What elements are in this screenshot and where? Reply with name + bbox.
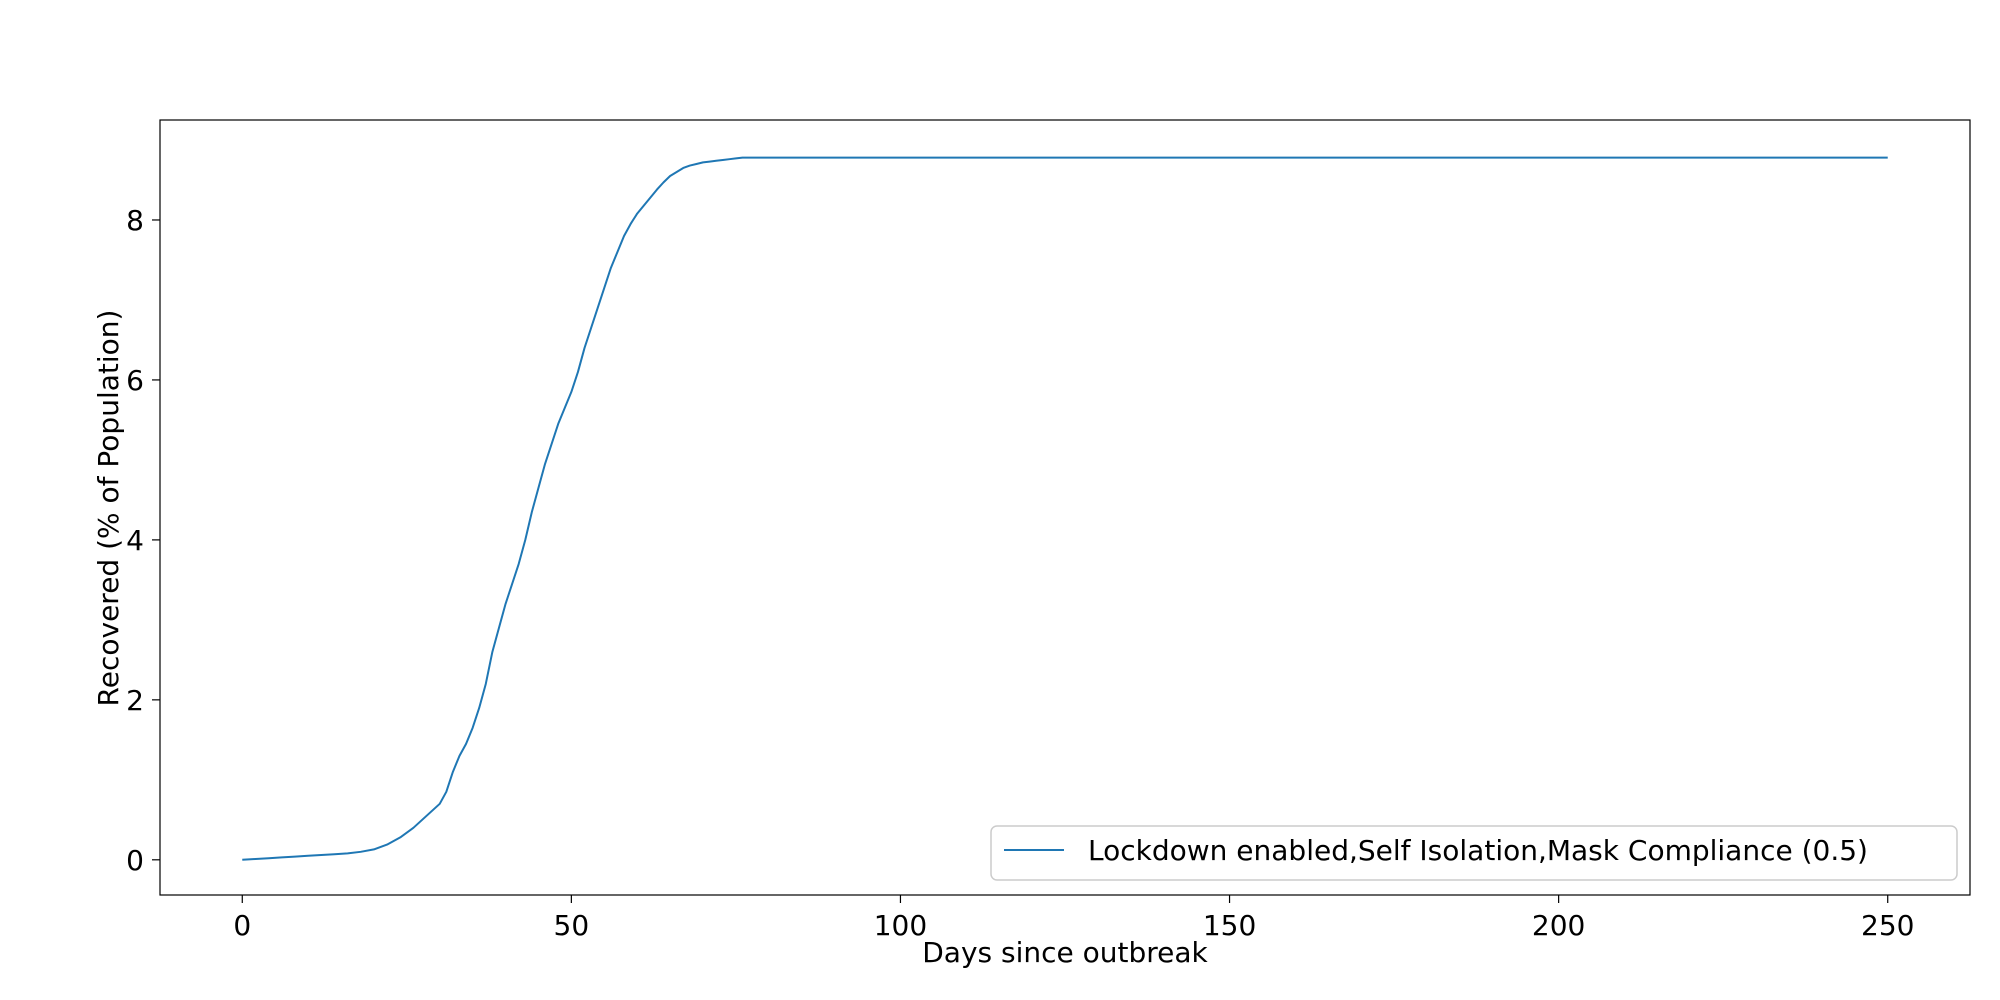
y-tick-label: 4: [126, 524, 144, 557]
series-layer: [242, 156, 1888, 861]
legend: Lockdown enabled,Self Isolation,Mask Com…: [990, 825, 1958, 881]
y-tick-label: 2: [126, 684, 144, 717]
x-tick-label: 150: [1203, 909, 1256, 942]
legend-box: [990, 825, 1958, 881]
legend-entry-label: Lockdown enabled,Self Isolation,Mask Com…: [1088, 834, 1868, 867]
y-tick-label: 0: [126, 844, 144, 877]
plot-area-frame: [159, 119, 1971, 896]
x-tick-label: 0: [233, 909, 251, 942]
y-axis-label: Recovered (% of Population): [92, 310, 125, 707]
x-tick-label: 50: [554, 909, 590, 942]
x-tick-label: 100: [874, 909, 927, 942]
ticks-layer: 0 50 100 150 200 250 0 2 4 6 8: [126, 204, 1914, 942]
x-axis-label: Days since outbreak: [922, 936, 1208, 969]
y-tick-label: 6: [126, 364, 144, 397]
x-tick-label: 250: [1861, 909, 1914, 942]
series-line: [242, 156, 1888, 861]
y-tick-label: 8: [126, 204, 144, 237]
x-tick-label: 200: [1532, 909, 1585, 942]
